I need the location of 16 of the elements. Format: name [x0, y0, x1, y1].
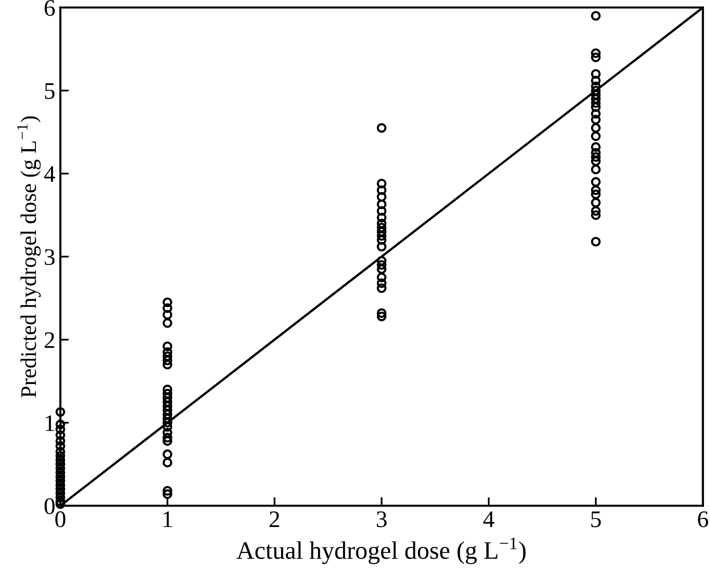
y-tick-label: 0 — [44, 498, 55, 514]
x-tick-label: 1 — [164, 511, 172, 527]
x-tick-label: 2 — [270, 511, 280, 527]
x-tick-label: 3 — [376, 511, 387, 528]
x-tick-label: 0 — [55, 511, 66, 528]
y-tick-label: 6 — [44, 0, 55, 16]
y-axis-title: Predicted hydrogel dose (g L$^{−1}$) — [17, 116, 41, 398]
y-tick-label: 5 — [45, 83, 55, 99]
x-tick-label: 4 — [483, 511, 494, 527]
x-axis-title: Actual hydrogel dose (g L$^{−1}$) — [236, 538, 526, 564]
x-tick-label: 6 — [698, 511, 708, 528]
y-tick-label: 4 — [44, 166, 56, 182]
y-tick-label: 3 — [44, 249, 55, 266]
y-tick-label: 2 — [44, 332, 54, 348]
y-tick-label: 1 — [46, 415, 54, 431]
x-tick-label: 5 — [591, 512, 601, 528]
